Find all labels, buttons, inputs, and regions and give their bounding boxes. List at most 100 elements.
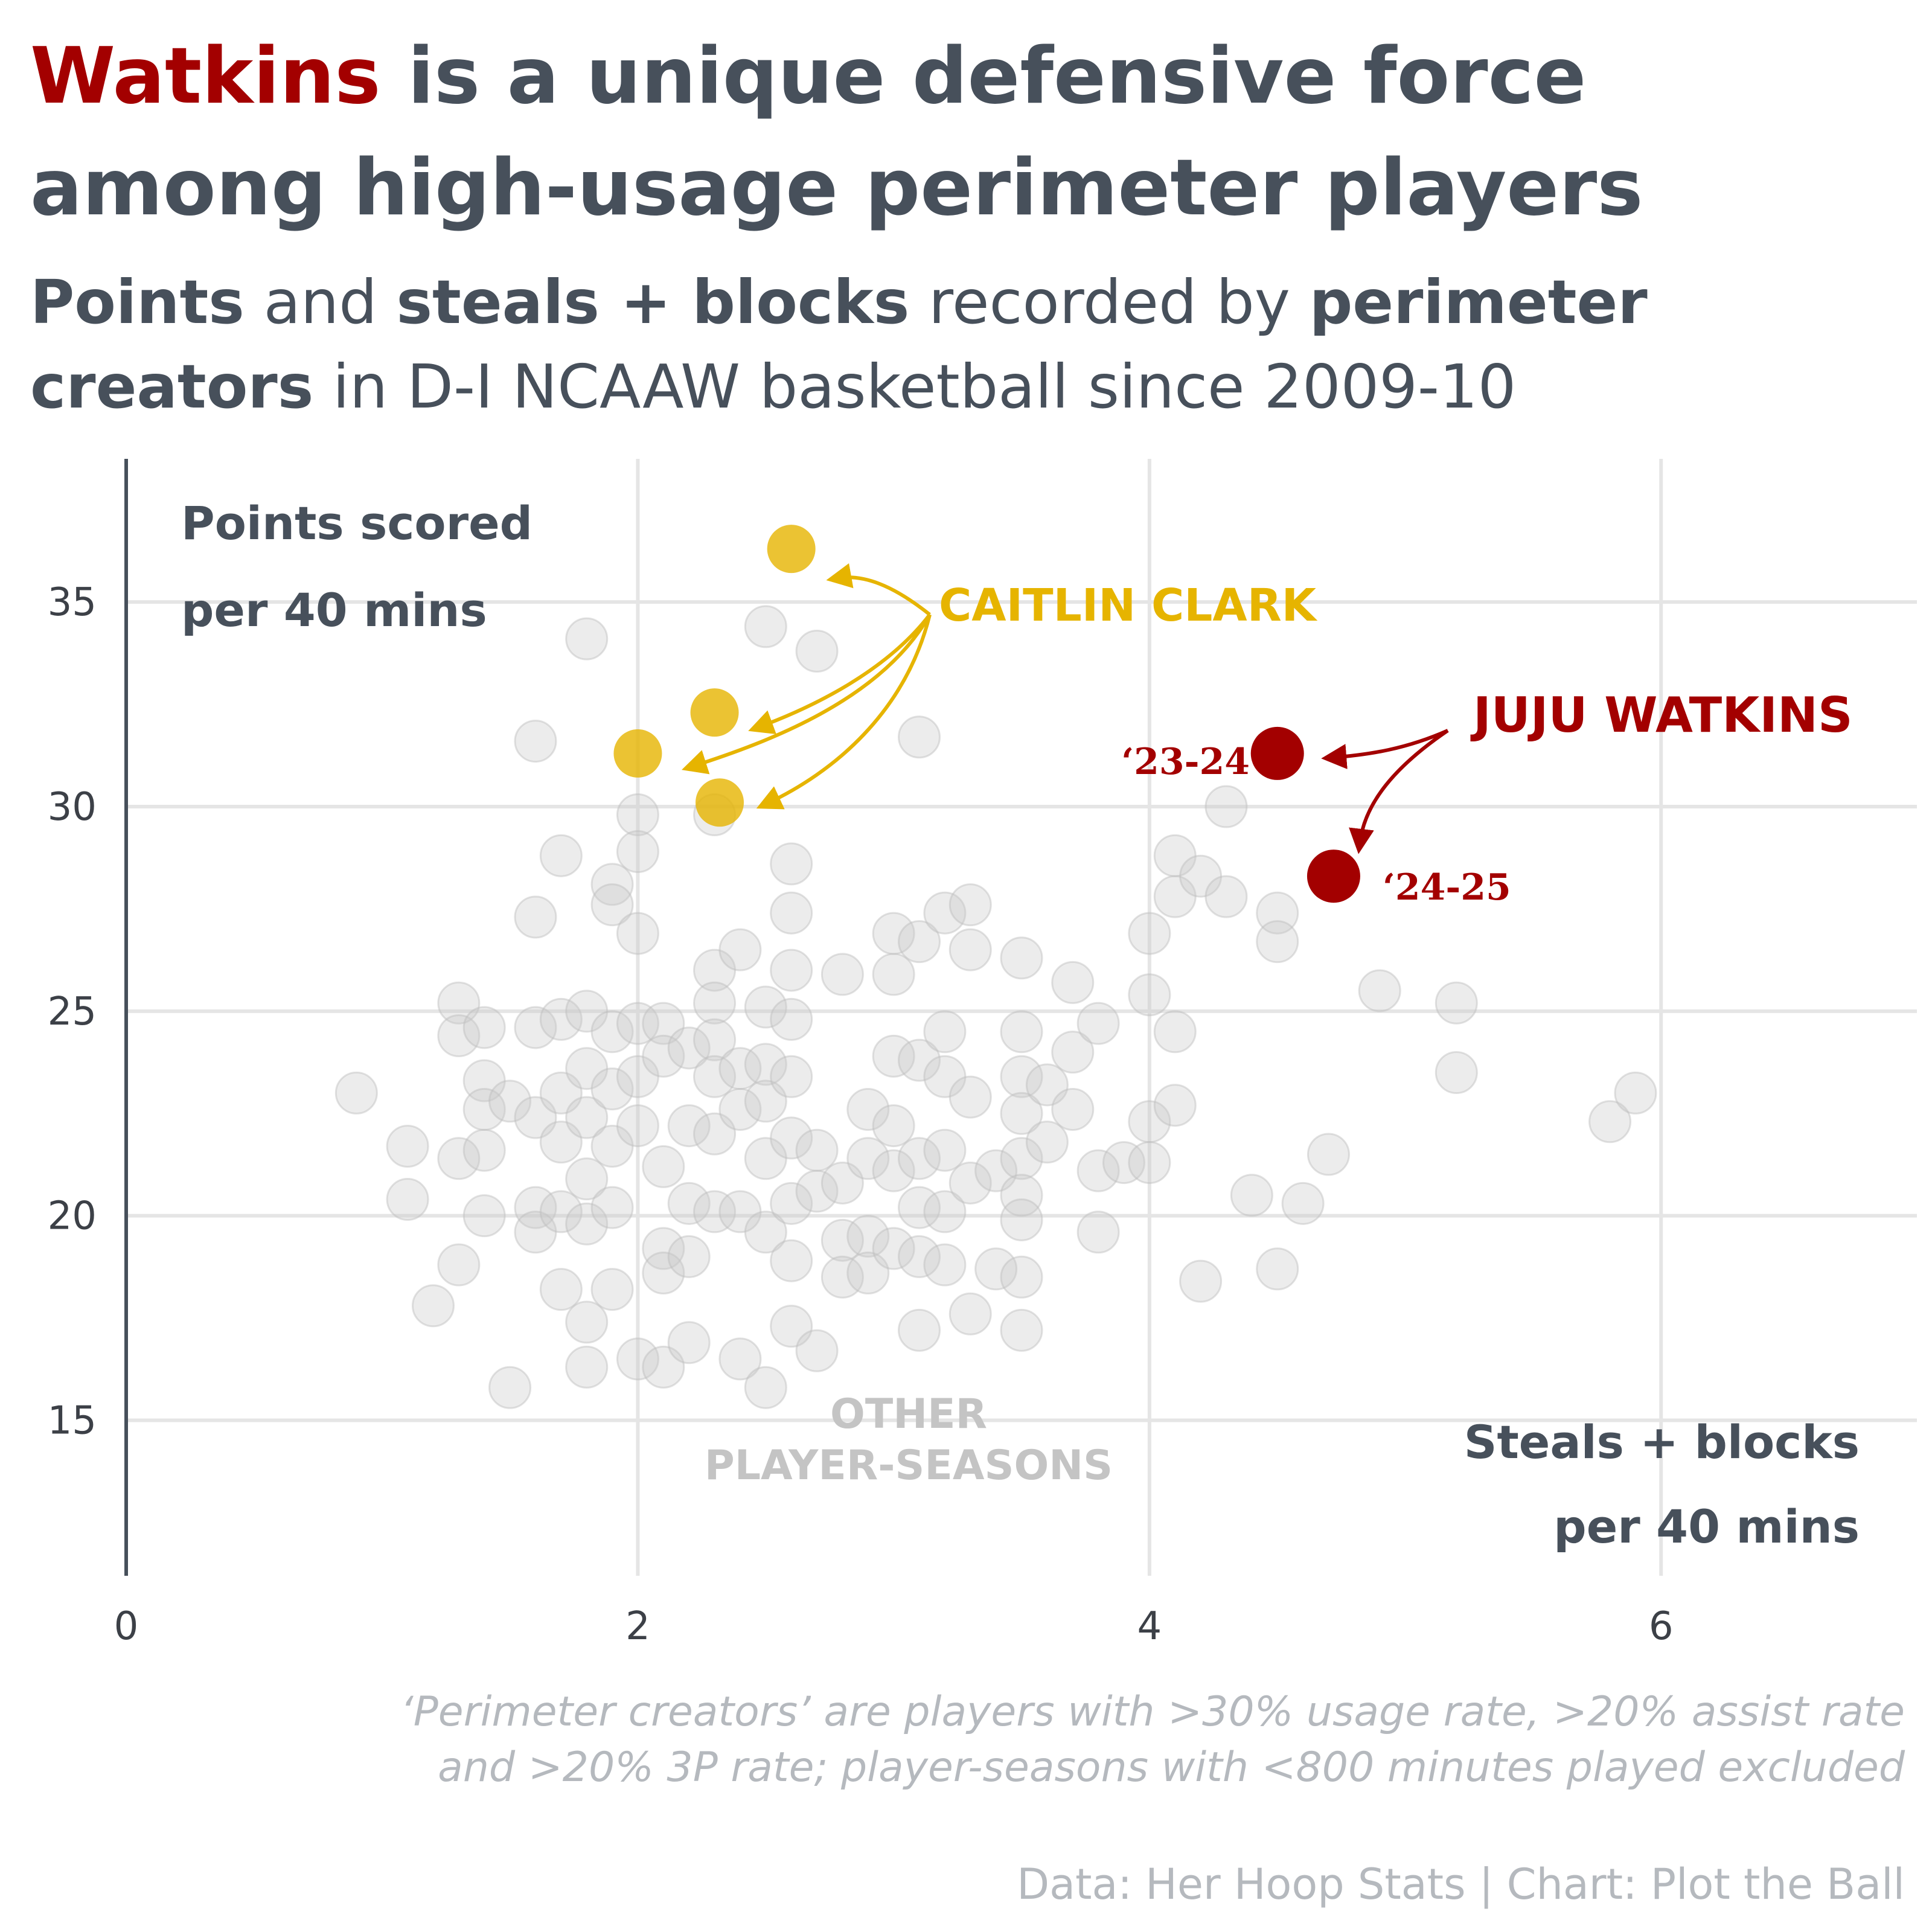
other-player-season-point bbox=[386, 1178, 429, 1221]
other-player-season-point bbox=[948, 1292, 992, 1335]
other-player-season-point bbox=[770, 1055, 813, 1098]
other-player-season-point bbox=[488, 1080, 532, 1123]
other-player-season-point bbox=[539, 1071, 583, 1115]
juju-watkins-series bbox=[1250, 726, 1360, 903]
other-player-season-point bbox=[898, 1308, 941, 1352]
other-player-season-point bbox=[1025, 1063, 1069, 1107]
other-player-season-point bbox=[948, 1075, 992, 1119]
other-player-season-point bbox=[898, 715, 941, 759]
other-player-season-point bbox=[1000, 1198, 1043, 1241]
other-player-season-point bbox=[590, 1067, 634, 1111]
other-player-season-point bbox=[565, 1202, 609, 1246]
other-player-season-point bbox=[437, 1014, 481, 1057]
chart-subtitle-line2: creators in D-I NCAAW basketball since 2… bbox=[30, 351, 1516, 422]
other-player-season-point bbox=[923, 1243, 967, 1287]
other-player-season-point bbox=[386, 1124, 429, 1168]
other-player-season-point bbox=[1025, 1121, 1069, 1164]
other-player-season-point bbox=[1128, 912, 1171, 955]
other-player-season-point bbox=[898, 1038, 941, 1082]
other-player-season-point bbox=[898, 1186, 941, 1229]
other-player-season-point bbox=[693, 948, 737, 992]
other-player-season-point bbox=[1281, 1182, 1325, 1225]
other-player-season-point bbox=[820, 1218, 864, 1262]
other-player-season-point bbox=[744, 1366, 787, 1409]
source-credit: Data: Her Hoop Stats | Chart: Plot the B… bbox=[1017, 1860, 1905, 1909]
watkins-season-label-1: ‘23-24 bbox=[1121, 741, 1250, 783]
other-player-season-point bbox=[770, 1116, 813, 1160]
other-player-season-point bbox=[334, 1071, 378, 1115]
other-player-season-point bbox=[1588, 1100, 1632, 1144]
other-player-season-point bbox=[693, 1190, 737, 1233]
other-player-season-point bbox=[642, 1227, 685, 1270]
title-line1-rest: is a unique defensive force bbox=[381, 31, 1587, 121]
other-player-season-point bbox=[872, 1227, 915, 1270]
watkins-season-label-2: ‘24-25 bbox=[1383, 866, 1511, 909]
other-player-season-point bbox=[846, 1252, 890, 1295]
subtitle-line2-segment-1: in D-I NCAAW basketball since 2009-10 bbox=[313, 351, 1516, 422]
footnote-line1: ‘Perimeter creators’ are players with >3… bbox=[400, 1688, 1905, 1736]
other-player-season-point bbox=[872, 912, 915, 955]
other-player-season-point bbox=[744, 1043, 787, 1086]
other-player-season-point bbox=[539, 1121, 583, 1164]
other-player-season-point bbox=[1000, 1055, 1043, 1098]
other-player-season-point bbox=[514, 1006, 557, 1049]
other-player-season-point bbox=[590, 863, 634, 906]
y-tick-label: 20 bbox=[48, 1194, 97, 1239]
other-player-season-point bbox=[539, 1190, 583, 1233]
subtitle-line1-segment-4: perimeter bbox=[1310, 267, 1648, 337]
other-player-season-point bbox=[667, 1026, 711, 1070]
other-player-season-point bbox=[437, 1243, 481, 1287]
other-player-season-point bbox=[974, 1247, 1018, 1291]
other-player-season-point bbox=[770, 842, 813, 886]
other-player-season-point bbox=[795, 1329, 839, 1372]
other-player-season-point bbox=[1000, 1255, 1043, 1299]
other-player-season-point bbox=[923, 1190, 967, 1233]
other-player-season-point bbox=[1076, 1002, 1120, 1045]
other-player-season-point bbox=[1204, 785, 1248, 828]
other-player-season-point bbox=[1204, 875, 1248, 918]
other-player-season-point bbox=[590, 1268, 634, 1311]
other-player-season-point bbox=[820, 1161, 864, 1204]
other-player-season-point bbox=[616, 1337, 659, 1381]
other-player-season-point bbox=[872, 953, 915, 996]
other-player-season-point bbox=[923, 1128, 967, 1172]
gridlines bbox=[126, 459, 1917, 1576]
subtitle-line1-segment-1: and bbox=[245, 267, 397, 337]
other-player-season-point bbox=[1153, 875, 1197, 918]
clark-season-point bbox=[767, 525, 816, 574]
other-player-season-point bbox=[1435, 1051, 1478, 1094]
other-player-season-point bbox=[898, 920, 941, 964]
other-player-season-point bbox=[744, 1211, 787, 1254]
other-player-season-point bbox=[616, 1104, 659, 1148]
other-player-season-point bbox=[693, 1055, 737, 1098]
axis-ticks: 15 20 25 30 35 0 2 4 6 bbox=[48, 580, 1674, 1649]
clark-arrow-4 bbox=[756, 614, 932, 810]
other-player-season-point bbox=[462, 1087, 506, 1131]
other-player-season-point bbox=[923, 891, 967, 935]
other-player-season-point bbox=[1102, 1141, 1145, 1185]
other-player-season-point bbox=[565, 1157, 609, 1201]
watkins-arrow-1 bbox=[1321, 729, 1449, 770]
other-player-season-point bbox=[565, 1096, 609, 1139]
other-player-season-point bbox=[1230, 1174, 1273, 1217]
y-axis-title-line1: Points scored bbox=[181, 496, 533, 550]
other-player-season-point bbox=[539, 834, 583, 877]
other-player-season-point bbox=[923, 1010, 967, 1054]
caitlin-clark-series bbox=[613, 525, 816, 827]
other-player-season-point bbox=[514, 720, 557, 763]
x-tick-label: 2 bbox=[625, 1604, 650, 1649]
other-player-season-point bbox=[590, 1010, 634, 1054]
other-player-season-point bbox=[693, 1112, 737, 1156]
other-player-season-point bbox=[462, 1059, 506, 1102]
x-axis-title-line2: per 40 mins bbox=[1553, 1500, 1860, 1553]
other-player-season-point bbox=[667, 1182, 711, 1225]
other-player-season-point bbox=[770, 1182, 813, 1225]
clark-label: CAITLIN CLARK bbox=[939, 580, 1318, 632]
other-player-season-point bbox=[872, 1149, 915, 1192]
other-player-season-point bbox=[642, 1145, 685, 1188]
clark-season-point bbox=[613, 729, 662, 778]
other-player-season-point bbox=[514, 1096, 557, 1139]
clark-season-point bbox=[690, 688, 739, 737]
other-player-season-point bbox=[1128, 1100, 1171, 1144]
clark-arrow-2 bbox=[748, 613, 932, 734]
